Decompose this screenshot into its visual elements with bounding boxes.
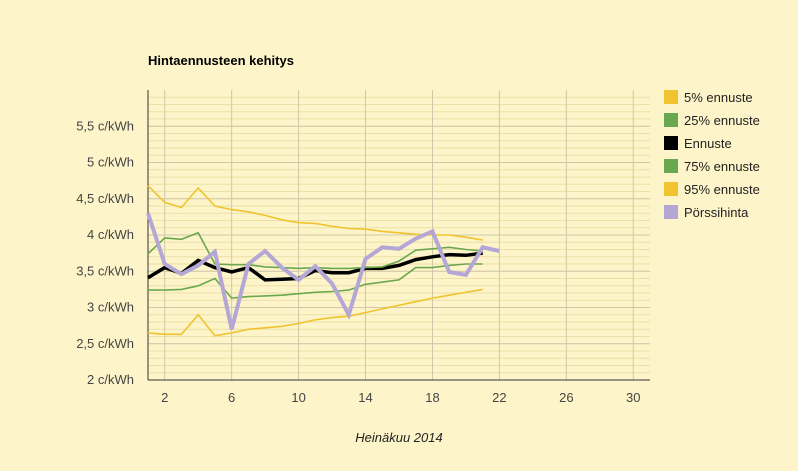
y-tick-label: 2,5 c/kWh — [76, 336, 134, 351]
legend-swatch — [664, 136, 678, 150]
y-tick-label: 4 c/kWh — [87, 227, 134, 242]
y-tick-label: 3,5 c/kWh — [76, 263, 134, 278]
series-line-6 — [146, 212, 500, 330]
legend: 5% ennuste 25% ennuste Ennuste 75% ennuste 9… — [664, 90, 760, 220]
legend-swatch — [664, 159, 678, 173]
legend-label: 95% ennuste — [684, 182, 760, 197]
x-tick-label: 22 — [492, 390, 506, 405]
legend-label: Ennuste — [684, 136, 732, 151]
y-tick-label: 2 c/kWh — [87, 372, 134, 387]
x-tick-label: 10 — [291, 390, 305, 405]
y-tick-label: 3 c/kWh — [87, 300, 134, 315]
legend-swatch — [664, 182, 678, 196]
legend-swatch — [664, 205, 678, 219]
x-tick-label: 18 — [425, 390, 439, 405]
series-line-1 — [147, 288, 483, 337]
axes — [147, 90, 650, 381]
x-tick-label: 26 — [559, 390, 573, 405]
x-tick-label: 6 — [228, 390, 235, 405]
legend-label: 5% ennuste — [684, 90, 753, 105]
legend-swatch — [664, 90, 678, 104]
y-tick-label: 5 c/kWh — [87, 155, 134, 170]
chart-title: Hintaennusteen kehitys — [148, 53, 294, 68]
series-line-2 — [148, 263, 483, 299]
y-tick-label: 5,5 c/kWh — [76, 118, 134, 133]
legend-label: 75% ennuste — [684, 159, 760, 174]
x-axis-label: Heinäkuu 2014 — [355, 430, 442, 445]
x-tick-label: 2 — [161, 390, 168, 405]
y-tick-label: 4,5 c/kWh — [76, 191, 134, 206]
legend-label: 25% ennuste — [684, 113, 760, 128]
x-tick-labels: 2 6 10 14 18 22 26 30 — [161, 390, 640, 405]
x-tick-label: 14 — [358, 390, 372, 405]
x-tick-label: 30 — [626, 390, 640, 405]
legend-swatch — [664, 113, 678, 127]
legend-label: Pörssihinta — [684, 205, 749, 220]
series-group — [146, 185, 500, 337]
y-tick-labels: 2 c/kWh 2,5 c/kWh 3 c/kWh 3,5 c/kWh 4 c/kWh 4… — [76, 118, 134, 387]
